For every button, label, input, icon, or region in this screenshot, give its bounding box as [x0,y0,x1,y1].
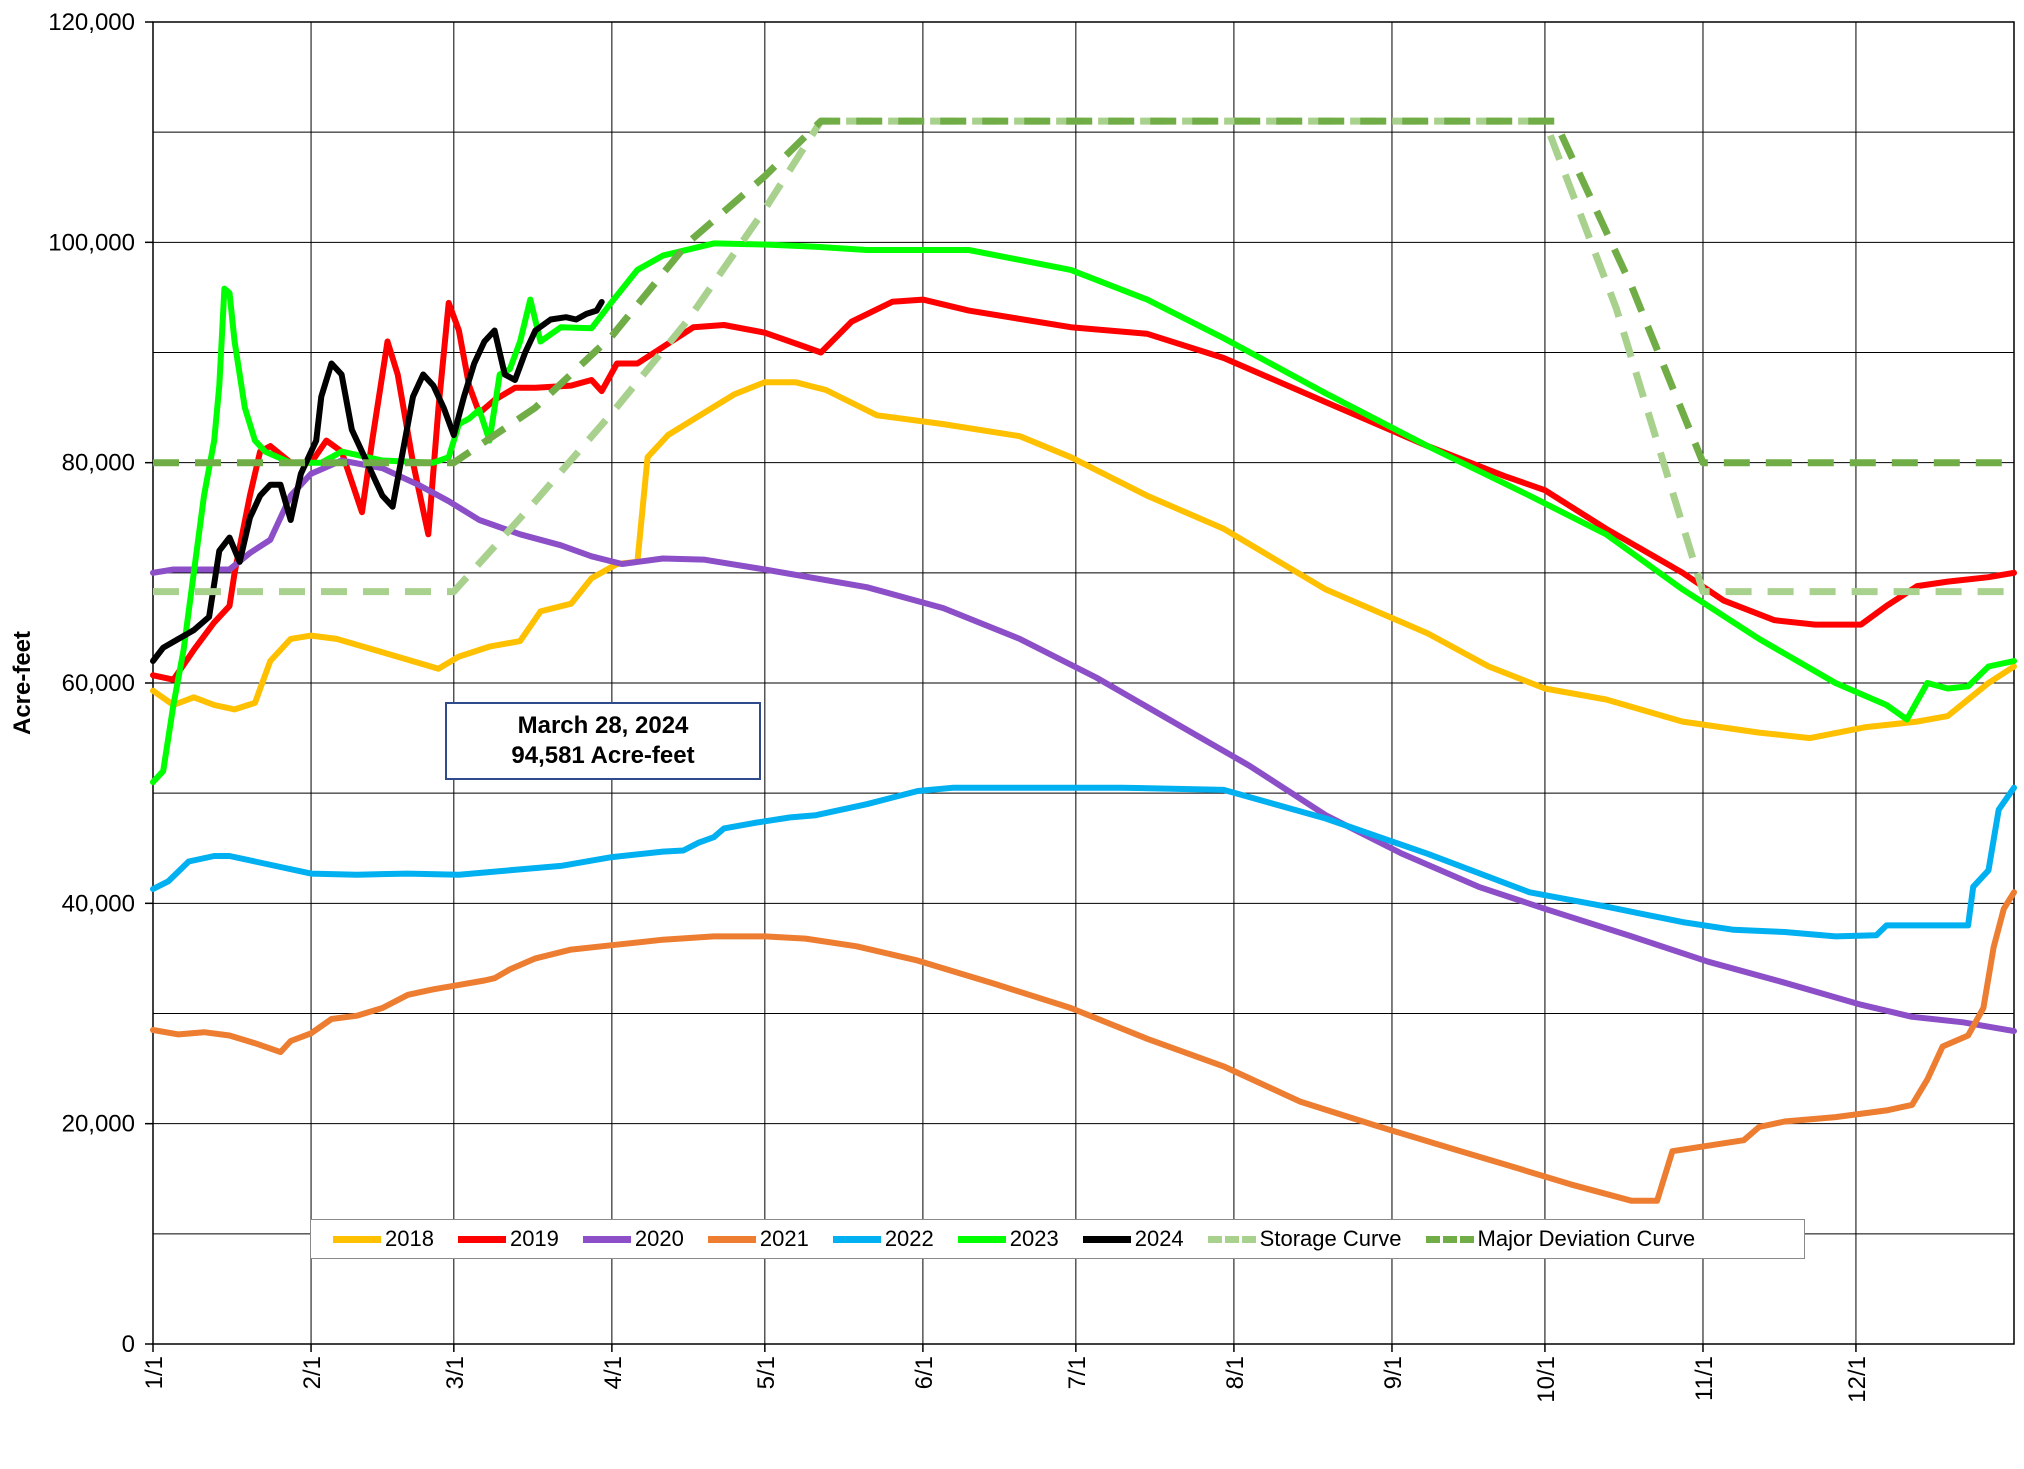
series-line-2018 [150,379,2017,742]
legend-swatch [707,1235,756,1243]
x-tick-label: 5/1 [753,1356,780,1389]
legend-item-2020: 2020 [582,1226,684,1252]
x-tick-label: 2/1 [299,1356,326,1389]
series-line-2022 [150,784,2017,940]
legend-swatch [1082,1235,1131,1243]
legend-swatch [333,1235,381,1243]
y-tick-label: 120,000 [48,9,135,36]
x-tick-label: 7/1 [1064,1356,1091,1389]
legend-label: 2021 [759,1226,809,1251]
x-tick-label: 4/1 [600,1356,627,1389]
legend: 2018 2019 2020 2021 2022 2023 2024 Storage Curv… [310,1219,1805,1259]
x-tick-label: 9/1 [1380,1356,1407,1389]
legend-label: 2024 [1134,1226,1184,1251]
legend-item-2023: 2023 [957,1226,1059,1252]
x-tick-label: 10/1 [1533,1356,1560,1403]
annotation-value: 94,581 Acre-feet [511,742,695,769]
legend-swatch [457,1235,506,1243]
legend-label: 2019 [509,1226,559,1251]
legend-swatch [582,1235,631,1243]
series-line-2021 [150,889,2017,1204]
legend-swatch [1207,1235,1256,1243]
legend-label: 2022 [884,1226,934,1251]
series-line-2020 [150,457,2017,1035]
legend-swatch [957,1235,1006,1243]
y-tick-label: 100,000 [48,229,135,256]
annotation-box: March 28, 2024 94,581 Acre-feet [445,702,761,780]
series-line-2024 [150,299,605,664]
y-axis-label: Acre-feet [9,631,36,735]
legend-label: 2020 [634,1226,684,1251]
legend-label: 2018 [385,1226,434,1251]
legend-item-2024: 2024 [1082,1226,1184,1252]
series-line-major-deviation-curve [153,117,2014,467]
series-line-2023 [150,240,2017,786]
y-tick-label: 80,000 [62,450,135,477]
x-tick-label: 6/1 [911,1356,938,1389]
annotation-date: March 28, 2024 [517,712,689,739]
y-tick-label: 60,000 [62,670,135,697]
series-line-storage-curve [153,117,2014,596]
legend-swatch [832,1235,881,1243]
y-tick-label: 20,000 [62,1111,135,1138]
legend-item-2018: 2018 [333,1226,434,1252]
legend-item-2021: 2021 [707,1226,809,1252]
legend-item-major-deviation-curve: Major Deviation Curve [1425,1226,1696,1252]
x-tick-label: 8/1 [1222,1356,1249,1389]
x-tick-label: 12/1 [1844,1356,1871,1403]
x-tick-label: 3/1 [442,1356,469,1389]
y-tick-label: 0 [122,1331,135,1358]
x-tick-label: 1/1 [141,1356,168,1389]
y-tick-label: 40,000 [62,890,135,917]
legend-item-storage-curve: Storage Curve [1207,1226,1402,1252]
x-tick-label: 11/1 [1691,1356,1718,1401]
legend-label: 2023 [1009,1226,1059,1251]
legend-label: Storage Curve [1259,1226,1402,1251]
legend-label: Major Deviation Curve [1477,1226,1696,1251]
legend-item-2019: 2019 [457,1226,559,1252]
legend-swatch [1425,1235,1474,1243]
legend-item-2022: 2022 [832,1226,934,1252]
